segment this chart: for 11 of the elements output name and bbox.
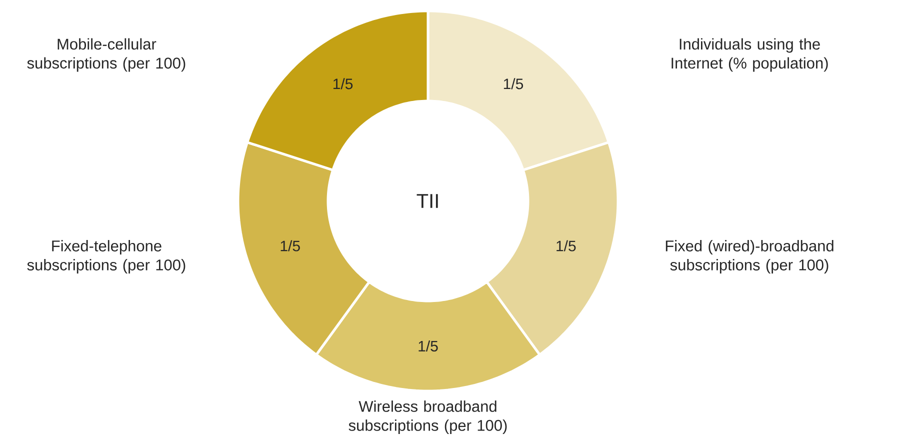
data-label: 1/5 <box>333 78 353 90</box>
data-label: 1/5 <box>556 240 576 252</box>
text: TII <box>416 194 438 208</box>
data-label: 1/5 <box>280 240 300 252</box>
slice-label: Wireless broadband subscriptions (per 100) <box>348 400 507 434</box>
slice-label: Mobile-cellular subscriptions (per 100) <box>27 38 186 72</box>
data-label: 1/5 <box>504 78 524 90</box>
slice-label: Fixed-telephone subscriptions (per 100) <box>27 240 186 274</box>
slice-label: Individuals using the Internet (% population) <box>672 38 828 72</box>
slice-label: Fixed (wired)-broadband subscriptions (per 100) <box>666 240 834 274</box>
data-label: 1/5 <box>418 340 438 352</box>
